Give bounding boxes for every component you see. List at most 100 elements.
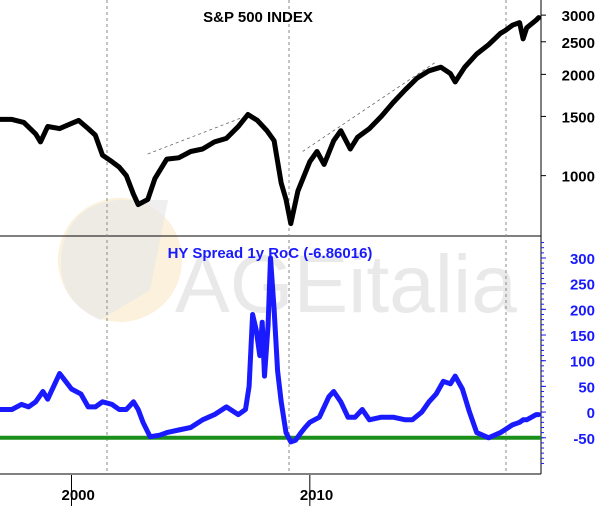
hy-point-50 bbox=[346, 416, 350, 419]
hy-point-46 bbox=[318, 416, 321, 419]
hy-point-25 bbox=[213, 413, 216, 416]
sp500-point-53 bbox=[499, 32, 502, 35]
watermark: AGEitalia bbox=[58, 198, 517, 330]
hy-point-21 bbox=[165, 431, 169, 434]
hy-point-69 bbox=[511, 423, 514, 427]
sp500-series-line bbox=[0, 15, 542, 227]
hy-point-72 bbox=[525, 418, 528, 421]
ytick-label: 50 bbox=[578, 379, 595, 396]
hy-point-60 bbox=[434, 392, 438, 396]
hy-point-40 bbox=[284, 431, 288, 434]
sp500-point-4 bbox=[39, 140, 42, 144]
hy-point-43 bbox=[299, 432, 302, 435]
sp500-point-22 bbox=[201, 147, 204, 151]
hy-point-19 bbox=[148, 435, 152, 438]
hy-point-32 bbox=[258, 354, 261, 357]
sp500-point-6 bbox=[58, 127, 61, 130]
ytick-label: -50 bbox=[573, 431, 595, 448]
hy-point-41 bbox=[289, 440, 292, 444]
hy-point-55 bbox=[392, 416, 395, 419]
sp500-point-55 bbox=[511, 24, 514, 27]
hy-point-74 bbox=[535, 413, 538, 416]
sp500-title: S&P 500 INDEX bbox=[203, 9, 313, 26]
hy-point-30 bbox=[251, 313, 254, 316]
hy-point-58 bbox=[420, 410, 424, 414]
sp500-point-8 bbox=[77, 119, 80, 122]
hy-point-22 bbox=[177, 428, 180, 432]
sp500-point-28 bbox=[265, 129, 269, 132]
ytick-label: 1000 bbox=[562, 169, 595, 186]
hy-point-51 bbox=[353, 416, 357, 419]
sp500-point-0 bbox=[0, 118, 2, 121]
hy-point-34 bbox=[263, 374, 266, 378]
sp500-point-16 bbox=[137, 203, 140, 206]
hy-point-31 bbox=[255, 328, 258, 332]
xtick-label: 2000 bbox=[61, 487, 94, 504]
hy-point-23 bbox=[189, 426, 192, 429]
hy-point-52 bbox=[361, 408, 364, 411]
hy-point-15 bbox=[125, 408, 128, 411]
sp500-point-14 bbox=[125, 174, 128, 177]
sp500-point-36 bbox=[322, 163, 326, 166]
hy-point-64 bbox=[461, 387, 464, 391]
sp500-point-30 bbox=[280, 181, 283, 185]
hy-point-65 bbox=[468, 410, 471, 414]
xtick-label: 2010 bbox=[300, 487, 333, 504]
hy-point-70 bbox=[518, 421, 521, 424]
sp500-point-49 bbox=[454, 80, 457, 84]
hy-point-10 bbox=[86, 405, 90, 409]
hy-point-7 bbox=[58, 372, 61, 375]
hy-point-33 bbox=[260, 320, 264, 324]
sp500-point-52 bbox=[487, 43, 490, 46]
sp500-point-50 bbox=[463, 66, 466, 69]
hy-point-75 bbox=[537, 413, 540, 416]
sp500-point-25 bbox=[237, 125, 240, 128]
ytick-label: 150 bbox=[570, 328, 595, 345]
sp500-point-13 bbox=[117, 165, 121, 169]
hy-point-63 bbox=[454, 374, 457, 378]
sp500-point-15 bbox=[132, 193, 135, 196]
ytick-label: 1500 bbox=[562, 109, 595, 126]
hy-point-44 bbox=[303, 426, 307, 429]
hy-point-27 bbox=[237, 413, 240, 416]
sp500-point-38 bbox=[339, 129, 343, 132]
sp500-panel: 1000 1500 2000 2500 3000 bbox=[0, 8, 595, 227]
hy-point-38 bbox=[276, 369, 279, 373]
sp500-point-26 bbox=[246, 113, 250, 116]
sp500-point-34 bbox=[308, 160, 312, 163]
sp500-point-37 bbox=[332, 139, 335, 142]
hy-point-28 bbox=[244, 408, 247, 411]
sp500-point-21 bbox=[189, 150, 192, 153]
sp500-point-10 bbox=[94, 133, 97, 137]
hy-point-26 bbox=[225, 405, 228, 409]
sp500-point-41 bbox=[368, 127, 371, 130]
sp500-point-27 bbox=[256, 119, 259, 122]
sp500-point-3 bbox=[34, 132, 37, 136]
hy-point-56 bbox=[403, 418, 407, 421]
sp500-point-18 bbox=[153, 177, 157, 180]
ytick-label: 200 bbox=[570, 302, 595, 319]
hy-point-53 bbox=[368, 418, 371, 421]
hy-point-17 bbox=[137, 408, 140, 411]
watermark-logo-shape bbox=[61, 200, 168, 320]
sp500-point-35 bbox=[315, 150, 319, 153]
hy-point-5 bbox=[41, 390, 45, 393]
sp500-point-59 bbox=[535, 18, 538, 22]
hy-point-3 bbox=[27, 405, 30, 409]
sp500-point-47 bbox=[439, 66, 443, 69]
sp500-point-9 bbox=[86, 127, 90, 130]
hy-point-68 bbox=[499, 431, 502, 434]
sp500-point-54 bbox=[504, 29, 507, 32]
sp500-point-57 bbox=[521, 37, 525, 41]
sp500-point-46 bbox=[427, 69, 431, 72]
hy-point-67 bbox=[487, 436, 490, 439]
sp500-point-42 bbox=[380, 115, 383, 118]
hy-point-62 bbox=[449, 382, 452, 386]
ytick-label: 0 bbox=[587, 405, 595, 422]
hy-point-66 bbox=[475, 431, 478, 434]
ytick-label: 3000 bbox=[562, 8, 595, 25]
hy-spread-panel: -50 0 50 100 150 200 250 300 2000 2010 bbox=[0, 242, 595, 506]
hy-point-59 bbox=[427, 400, 431, 403]
